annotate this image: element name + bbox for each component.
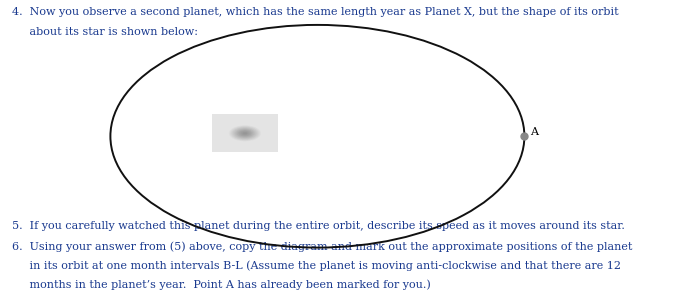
Ellipse shape [239,130,250,136]
Ellipse shape [241,132,248,135]
Ellipse shape [239,131,250,136]
Text: in its orbit at one month intervals B-L (Assume the planet is moving anti-clockw: in its orbit at one month intervals B-L … [12,261,622,271]
Text: about its star is shown below:: about its star is shown below: [12,27,199,37]
Text: 6.  Using your answer from (5) above, copy the diagram and mark out the approxim: 6. Using your answer from (5) above, cop… [12,242,633,252]
Ellipse shape [237,130,253,137]
Ellipse shape [239,130,251,137]
Text: A: A [530,127,538,137]
Ellipse shape [240,131,250,136]
Text: months in the planet’s year.  Point A has already been marked for you.): months in the planet’s year. Point A has… [12,280,431,290]
Text: 5.  If you carefully watched this planet during the entire orbit, describe its s: 5. If you carefully watched this planet … [12,221,625,231]
Ellipse shape [241,132,248,135]
Ellipse shape [244,133,246,134]
Ellipse shape [243,132,247,134]
Text: 4.  Now you observe a second planet, which has the same length year as Planet X,: 4. Now you observe a second planet, whic… [12,7,619,17]
Ellipse shape [242,132,248,135]
Bar [213,114,277,152]
Ellipse shape [244,132,246,134]
Ellipse shape [241,131,249,135]
Ellipse shape [237,130,253,137]
Ellipse shape [238,130,252,137]
